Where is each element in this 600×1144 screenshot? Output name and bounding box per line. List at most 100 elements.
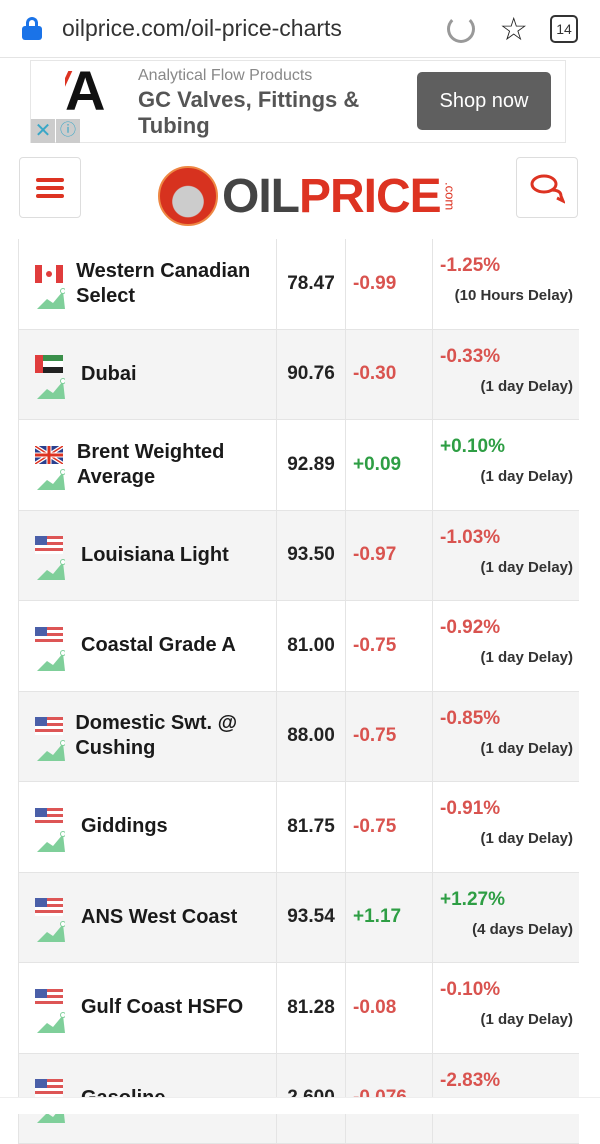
crude-name-cell: Louisiana Light (19, 511, 277, 601)
percent-change: -0.92% (440, 617, 500, 639)
crude-name[interactable]: ANS West Coast (81, 905, 237, 930)
browser-bottom-bar (0, 1097, 600, 1114)
change-cell: -0.75 (346, 782, 433, 872)
ad-logo: A (65, 65, 105, 117)
oil-prices-table: Western Canadian Select 78.47 -0.99 -1.2… (18, 239, 579, 1144)
us-flag-icon (35, 536, 63, 554)
reload-icon[interactable] (447, 15, 475, 43)
price-cell: 92.89 (277, 420, 346, 510)
change-cell: -0.97 (346, 511, 433, 601)
percent-cell: -0.85%(1 day Delay) (433, 692, 579, 782)
percent-change: -0.33% (440, 346, 500, 368)
delay-note: (10 Hours Delay) (455, 287, 573, 304)
percent-change: +1.27% (440, 889, 505, 911)
crude-name-cell: Dubai (19, 330, 277, 420)
change-cell: +1.17 (346, 873, 433, 963)
chart-icon[interactable] (37, 830, 65, 852)
flag-chart-icon (35, 355, 65, 401)
crude-name-cell: Domestic Swt. @ Cushing (19, 692, 277, 782)
us-flag-icon (35, 627, 63, 645)
chart-icon[interactable] (37, 287, 65, 309)
crude-name[interactable]: Brent Weighted Average (77, 440, 276, 490)
crude-name[interactable]: Gulf Coast HSFO (81, 995, 243, 1020)
percent-change: -1.25% (440, 255, 500, 277)
table-row[interactable]: Louisiana Light 93.50 -0.97 -1.03%(1 day… (18, 511, 579, 602)
tab-count-button[interactable]: 14 (550, 15, 578, 43)
bookmark-star-icon[interactable]: ☆ (499, 13, 528, 45)
crude-name[interactable]: Giddings (81, 814, 168, 839)
flag-chart-icon (35, 265, 60, 311)
chart-icon[interactable] (37, 558, 65, 580)
lock-icon[interactable] (22, 17, 42, 41)
price-cell: 93.54 (277, 873, 346, 963)
us-flag-icon (35, 989, 63, 1007)
percent-cell: -0.92%(1 day Delay) (433, 601, 579, 691)
delay-note: (1 day Delay) (480, 1011, 573, 1028)
comments-button[interactable] (516, 157, 578, 218)
crude-name[interactable]: Domestic Swt. @ Cushing (75, 711, 276, 761)
us-flag-icon (35, 808, 63, 826)
delay-note: (1 day Delay) (480, 468, 573, 485)
table-row[interactable]: Gulf Coast HSFO 81.28 -0.08 -0.10%(1 day… (18, 963, 579, 1054)
ad-banner[interactable]: A Analytical Flow Products GC Valves, Fi… (30, 60, 566, 143)
logo-com: .com (443, 182, 458, 210)
table-row[interactable]: Brent Weighted Average 92.89 +0.09 +0.10… (18, 420, 579, 511)
flag-chart-icon (35, 808, 65, 854)
chart-icon[interactable] (37, 920, 65, 942)
table-row[interactable]: Dubai 90.76 -0.30 -0.33%(1 day Delay) (18, 330, 579, 421)
percent-change: -0.85% (440, 708, 500, 730)
crude-name[interactable]: Louisiana Light (81, 543, 229, 568)
uae-flag-icon (35, 355, 63, 373)
ad-headline[interactable]: GC Valves, Fittings & Tubing (138, 87, 378, 139)
table-row[interactable]: Domestic Swt. @ Cushing 88.00 -0.75 -0.8… (18, 692, 579, 783)
change-cell: -0.75 (346, 601, 433, 691)
chart-icon[interactable] (37, 377, 65, 399)
table-row[interactable]: Giddings 81.75 -0.75 -0.91%(1 day Delay) (18, 782, 579, 873)
oilprice-logo[interactable]: OILPRICE .com (158, 166, 458, 226)
chat-bubbles-icon (529, 172, 565, 204)
ad-advertiser: Analytical Flow Products (138, 67, 312, 85)
price-cell: 81.28 (277, 963, 346, 1053)
chart-icon[interactable] (37, 468, 65, 490)
crude-name-cell: Gulf Coast HSFO (19, 963, 277, 1053)
percent-cell: +1.27% (4 days Delay) (433, 873, 579, 963)
percent-change: +0.10% (440, 436, 505, 458)
chart-icon[interactable] (37, 1011, 65, 1033)
table-row[interactable]: Coastal Grade A 81.00 -0.75 -0.92%(1 day… (18, 601, 579, 692)
percent-change: -0.91% (440, 798, 500, 820)
chart-icon[interactable] (37, 739, 65, 761)
chart-icon[interactable] (37, 649, 65, 671)
crude-name-cell: Brent Weighted Average (19, 420, 277, 510)
percent-cell: -1.03%(1 day Delay) (433, 511, 579, 601)
price-cell: 81.75 (277, 782, 346, 872)
shop-now-button[interactable]: Shop now (417, 72, 551, 130)
change-cell: -0.99 (346, 239, 433, 329)
crude-name[interactable]: Coastal Grade A (81, 633, 236, 658)
delay-note: (4 days Delay) (472, 921, 573, 938)
percent-cell: -0.33% (1 day Delay) (433, 330, 579, 420)
flag-chart-icon (35, 536, 65, 582)
delay-note: (1 day Delay) (480, 378, 573, 395)
us-flag-icon (35, 1079, 63, 1097)
crude-name[interactable]: Western Canadian Select (76, 259, 276, 309)
flag-chart-icon (35, 989, 65, 1035)
oil-drop-icon (158, 166, 218, 226)
delay-note: (1 day Delay) (480, 559, 573, 576)
crude-name[interactable]: Dubai (81, 362, 137, 387)
price-cell: 93.50 (277, 511, 346, 601)
percent-change: -2.83% (440, 1070, 500, 1092)
price-cell: 81.00 (277, 601, 346, 691)
change-cell: -0.75 (346, 692, 433, 782)
ad-close-icon[interactable]: ✕ (31, 119, 55, 143)
table-row[interactable]: Western Canadian Select 78.47 -0.99 -1.2… (18, 239, 579, 330)
percent-cell: +0.10% (1 day Delay) (433, 420, 579, 510)
us-flag-icon (35, 717, 63, 735)
logo-oil: OIL (222, 170, 299, 223)
url-field[interactable]: oilprice.com/oil-price-charts (62, 15, 447, 42)
percent-change: -0.10% (440, 979, 500, 1001)
ad-info-icon[interactable]: ⓘ (56, 119, 80, 143)
menu-button[interactable] (19, 157, 81, 218)
table-row[interactable]: ANS West Coast 93.54 +1.17 +1.27% (4 days… (18, 873, 579, 964)
crude-name-cell: ANS West Coast (19, 873, 277, 963)
canada-flag-icon (35, 265, 63, 283)
